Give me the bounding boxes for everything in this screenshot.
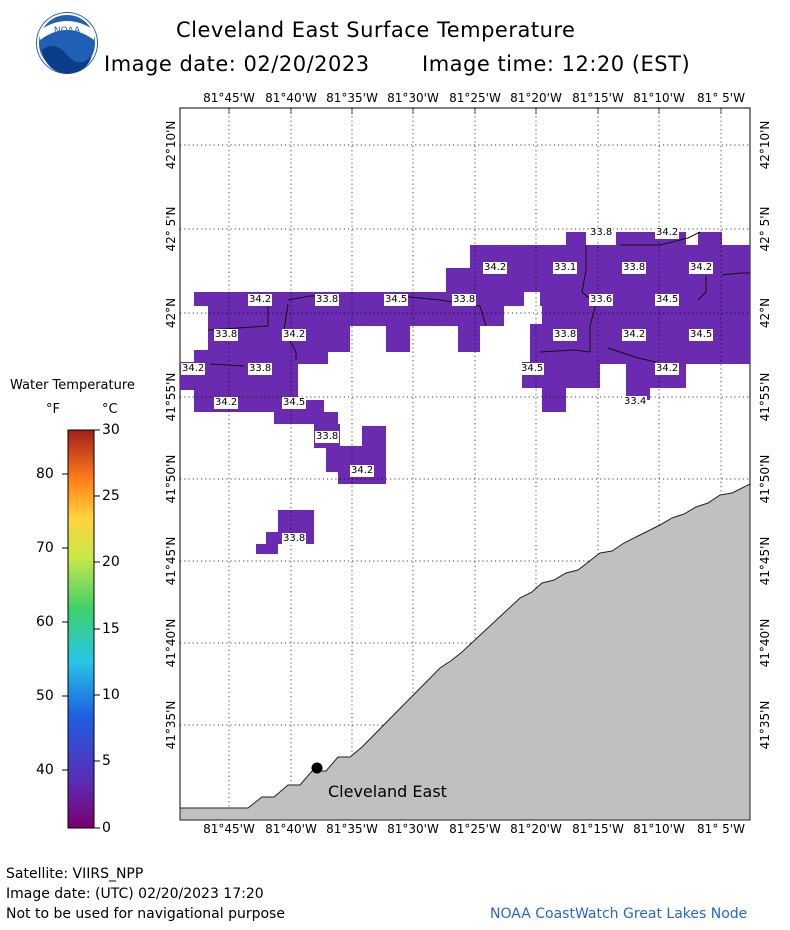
footer-disclaimer: Not to be used for navigational purpose [6,906,285,922]
legend-c-tick: 5 [102,753,111,769]
legend-f-tick: 70 [36,540,54,556]
lat-label: 42°N [758,297,772,329]
lon-label: 81°10'W [633,91,685,105]
temperature-label: 34.2 [350,465,375,477]
temperature-label: 34.2 [181,363,206,375]
temperature-label: 33.8 [282,533,307,545]
legend-c-tick: 10 [102,687,120,703]
lon-label: 81°20'W [510,91,562,105]
lat-label: 42°N [164,297,178,329]
legend-f-tick: 60 [36,614,54,630]
temperature-label: 34.5 [384,294,409,306]
temperature-label: 34.2 [689,262,714,274]
footer-credit: NOAA CoastWatch Great Lakes Node [490,906,748,922]
legend-c-tick: 20 [102,554,120,570]
noaa-logo: NOAA [36,12,98,74]
temperature-label: 34.2 [214,397,239,409]
lat-label: 42°10'N [164,120,178,170]
temperature-label: 34.2 [655,363,680,375]
page-title: Cleveland East Surface Temperature [176,18,576,42]
lat-label: 41°45'N [758,536,772,586]
lat-label: 41°55'N [758,372,772,422]
image-time: Image time: 12:20 (EST) [422,52,691,76]
legend-f-tick: 80 [36,466,54,482]
legend-c-tick: 0 [102,820,111,836]
temperature-label: 34.2 [622,329,647,341]
footer-satellite: Satellite: VIIRS_NPP [6,866,144,882]
legend-unit-f: °F [46,402,60,417]
footer-image-date-utc: Image date: (UTC) 02/20/2023 17:20 [6,886,264,902]
temperature-label: 33.8 [248,363,273,375]
legend-c-tick: 30 [102,422,120,438]
legend-unit-c: °C [102,402,118,417]
temperature-label: 34.5 [520,363,545,375]
temperature-label: 34.5 [655,294,680,306]
lon-label: 81° 5'W [697,822,745,836]
temperature-label: 33.4 [623,396,648,408]
lon-label: 81°10'W [633,822,685,836]
legend-f-tick: 40 [36,762,54,778]
legend-f-tick: 50 [36,688,54,704]
lat-label: 41°35'N [164,700,178,750]
lat-label: 41°40'N [758,618,772,668]
lat-label: 41°55'N [164,372,178,422]
lon-label: 81°20'W [510,822,562,836]
isotherm-lines [207,231,750,367]
lat-label: 41°50'N [758,454,772,504]
lon-label: 81°35'W [326,822,378,836]
lon-label: 81°25'W [449,91,501,105]
lat-label: 41°35'N [758,700,772,750]
lon-label: 81°25'W [449,822,501,836]
temperature-label: 33.6 [589,294,614,306]
lon-label: 81°30'W [387,91,439,105]
lat-label: 41°50'N [164,454,178,504]
lon-label: 81°45'W [203,822,255,836]
colorbar-ticks [62,429,100,829]
logo-text: NOAA [54,26,81,36]
temperature-label: 34.2 [655,227,680,239]
temperature-label: 34.5 [689,329,714,341]
lat-label: 42° 5'N [164,206,178,252]
image-date: Image date: 02/20/2023 [104,52,370,76]
legend-c-tick: 25 [102,488,120,504]
temperature-label: 33.8 [214,329,239,341]
colorbar [67,429,95,829]
temperature-label: 33.8 [315,431,340,443]
temperature-label: 34.2 [248,294,273,306]
station-label: Cleveland East [328,782,447,801]
temperature-label: 33.8 [315,294,340,306]
station-marker [311,762,323,774]
lat-label: 42°10'N [758,120,772,170]
lon-label: 81°35'W [326,91,378,105]
lon-label: 81°40'W [265,822,317,836]
lon-label: 81° 5'W [697,91,745,105]
lon-label: 81°45'W [203,91,255,105]
temperature-label: 33.8 [452,294,477,306]
lon-label: 81°40'W [265,91,317,105]
lat-label: 41°45'N [164,536,178,586]
land-area [179,483,751,821]
legend-c-tick: 15 [102,621,120,637]
lon-label: 81°15'W [572,822,624,836]
temperature-label: 33.8 [589,227,614,239]
lat-label: 41°40'N [164,618,178,668]
lon-label: 81°15'W [572,91,624,105]
legend-title: Water Temperature [10,378,135,393]
temperature-label: 33.1 [553,262,578,274]
temperature-label: 33.8 [622,262,647,274]
temperature-label: 34.2 [483,262,508,274]
temperature-label: 33.8 [553,329,578,341]
temperature-label: 34.2 [282,329,307,341]
lon-label: 81°30'W [387,822,439,836]
lat-label: 42° 5'N [758,206,772,252]
temperature-label: 34.5 [282,397,307,409]
